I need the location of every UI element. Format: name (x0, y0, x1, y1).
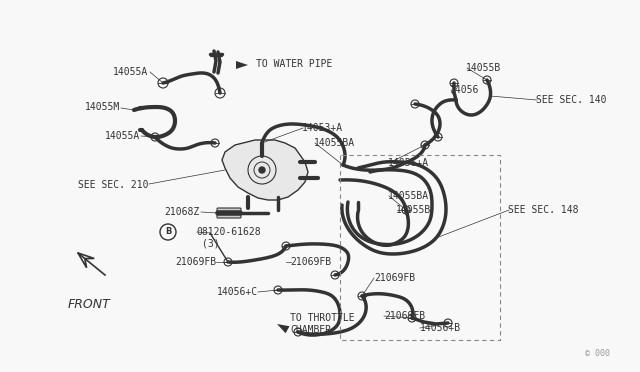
Text: FRONT: FRONT (68, 298, 111, 311)
Text: 08120-61628: 08120-61628 (196, 227, 260, 237)
Text: 21069FB: 21069FB (384, 311, 425, 321)
Text: 14056+C: 14056+C (217, 287, 258, 297)
Text: 14055A: 14055A (113, 67, 148, 77)
Text: 21068Z: 21068Z (164, 207, 200, 217)
Text: 14055A: 14055A (105, 131, 140, 141)
Text: SEE SEC. 210: SEE SEC. 210 (77, 180, 148, 190)
Text: TO WATER PIPE: TO WATER PIPE (256, 59, 332, 69)
Text: 21069FB: 21069FB (290, 257, 331, 267)
Text: SEE SEC. 140: SEE SEC. 140 (536, 95, 607, 105)
FancyBboxPatch shape (217, 208, 241, 218)
Polygon shape (236, 61, 248, 69)
Polygon shape (222, 140, 308, 200)
Text: 14056: 14056 (450, 85, 479, 95)
Text: TO THROTTLE
CHAMBER: TO THROTTLE CHAMBER (290, 313, 355, 335)
Text: 14053+A: 14053+A (302, 123, 343, 133)
Text: (3): (3) (202, 239, 220, 249)
Text: 14055BA: 14055BA (388, 191, 429, 201)
Text: 14055B: 14055B (396, 205, 431, 215)
Text: 14055B: 14055B (466, 63, 501, 73)
Circle shape (259, 167, 265, 173)
Text: © 000: © 000 (585, 349, 610, 358)
Polygon shape (277, 324, 289, 333)
Text: 21069FB: 21069FB (374, 273, 415, 283)
Text: SEE SEC. 148: SEE SEC. 148 (508, 205, 579, 215)
Text: B: B (165, 228, 171, 237)
Text: 14055BA: 14055BA (314, 138, 355, 148)
Text: 14055M: 14055M (84, 102, 120, 112)
Polygon shape (78, 253, 94, 268)
Text: 14056+A: 14056+A (388, 158, 429, 168)
Text: 21069FB: 21069FB (175, 257, 216, 267)
Text: 14056+B: 14056+B (420, 323, 461, 333)
